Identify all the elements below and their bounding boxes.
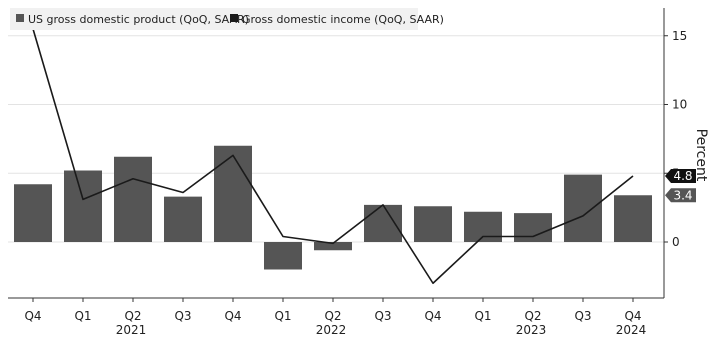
end-tag-shape-0 [665,169,696,183]
axes [8,8,668,302]
x-tick-label-2: Q2 [124,309,141,323]
end-tag-0: 4.8 [665,169,696,183]
x-tick-label-6: Q2 [324,309,341,323]
x-tick-label-7: Q3 [374,309,391,323]
year-label-2024: 2024 [616,323,647,337]
gdi-line-layer [32,28,634,285]
y-axis-title: Percent [693,129,709,182]
x-tick-label-12: Q4 [624,309,641,323]
gdp-bar-4 [214,145,252,242]
x-tick-labels: Q4 Q1 Q2 Q3 Q4 Q1 Q2 Q3 Q4 Q1 Q2 Q3 Q4 2021 2022 2023 20… [24,309,646,337]
x-tick-label-3: Q3 [174,309,191,323]
legend-background [10,8,418,30]
gdp-bar-1 [64,170,102,242]
x-tick-label-0: Q4 [24,309,41,323]
legend-label-gdi: Gross domestic income (QoQ, SAAR) [242,13,444,26]
legend-swatch-gdi [230,14,238,22]
gdp-bars [14,145,652,270]
gdp-bar-2 [114,156,152,242]
gdp-bar-0 [14,184,52,242]
end-value-tags: 4.83.4 [665,169,696,203]
gdp-bar-7 [364,204,402,242]
gdp-bar-12 [614,195,652,242]
end-tag-shape-1 [665,188,696,203]
gdp-bar-3 [164,196,202,242]
end-tag-label-1: 3.4 [673,188,692,202]
legend: US gross domestic product (QoQ, SAAR) Gr… [10,8,444,30]
x-tick-label-5: Q1 [274,309,291,323]
x-tick-label-9: Q1 [474,309,491,323]
x-tick-label-4: Q4 [224,309,241,323]
x-tick-label-11: Q3 [574,309,591,323]
gdp-bar-11 [564,174,602,242]
gdp-bar-5 [264,242,302,270]
x-tick-label-10: Q2 [524,309,541,323]
year-label-2022: 2022 [316,323,347,337]
legend-swatch-gdp [16,14,24,22]
x-tick-label-1: Q1 [74,309,91,323]
gdp-bar-8 [414,206,452,242]
legend-label-gdp: US gross domestic product (QoQ, SAAR) [28,13,249,26]
y-tick-labels: 051015 [672,29,687,249]
y-tick-label-0: 0 [672,235,680,249]
gdp-bar-6 [314,242,352,251]
gdp-bar-10 [514,213,552,242]
y-tick-label-15: 15 [672,29,687,43]
y-tick-label-10: 10 [672,98,687,112]
end-tag-label-0: 4.8 [673,169,692,183]
year-label-2021: 2021 [116,323,147,337]
x-tick-label-8: Q4 [424,309,441,323]
year-label-2023: 2023 [516,323,547,337]
end-tag-1: 3.4 [665,188,696,203]
